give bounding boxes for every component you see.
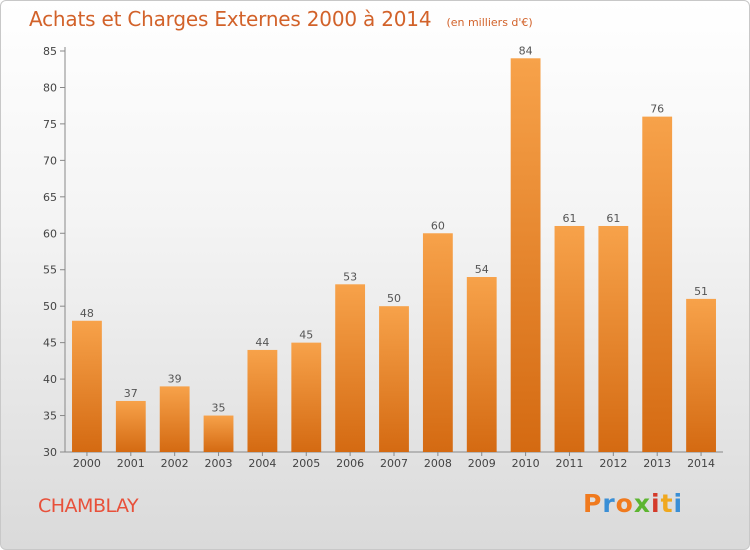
- y-tick-label: 75: [43, 118, 57, 131]
- chart-title: Achats et Charges Externes 2000 à 2014: [29, 7, 432, 31]
- bar-2007: [379, 306, 409, 452]
- data-label: 50: [387, 292, 401, 305]
- x-tick-label: 2005: [292, 457, 320, 470]
- x-tick-label: 2008: [424, 457, 452, 470]
- y-tick-label: 35: [43, 410, 57, 423]
- data-label: 48: [80, 307, 94, 320]
- data-label: 60: [431, 219, 445, 232]
- y-tick-label: 50: [43, 300, 57, 313]
- logo-letter: i: [651, 489, 661, 518]
- x-tick-label: 2004: [248, 457, 276, 470]
- logo-letter: o: [615, 489, 634, 518]
- logo-letter: x: [633, 489, 651, 518]
- bar-2006: [335, 284, 366, 452]
- bar-2010: [510, 58, 541, 453]
- y-tick-label: 45: [43, 337, 57, 350]
- x-tick-label: 2011: [555, 457, 583, 470]
- bar-2009: [466, 277, 497, 452]
- bar-2012: [598, 225, 629, 452]
- logo-letter: P: [583, 489, 603, 518]
- bar-2002: [159, 386, 190, 452]
- bar-2013: [642, 116, 673, 453]
- bar-2014: [686, 298, 716, 452]
- logo-letter: r: [602, 489, 616, 518]
- data-label: 54: [475, 263, 489, 276]
- x-tick-label: 2002: [161, 457, 189, 470]
- data-label: 35: [212, 402, 226, 415]
- data-label: 44: [255, 336, 269, 349]
- y-tick-label: 55: [43, 264, 57, 277]
- data-label: 53: [343, 270, 357, 283]
- x-tick-label: 2007: [380, 457, 408, 470]
- x-tick-label: 2000: [73, 457, 101, 470]
- chart-subtitle: (en milliers d'€): [446, 16, 533, 29]
- logo-letter: i: [673, 489, 684, 518]
- logo-letter: t: [660, 489, 674, 518]
- x-tick-label: 2010: [512, 457, 540, 470]
- proxiti-logo: Proxiti: [583, 489, 683, 518]
- data-label: 39: [168, 372, 182, 385]
- x-tick-label: 2013: [643, 457, 671, 470]
- chart-title-block: Achats et Charges Externes 2000 à 2014 (…: [29, 7, 533, 31]
- y-tick-label: 65: [43, 191, 57, 204]
- data-label: 45: [299, 329, 313, 342]
- bar-2005: [291, 342, 322, 452]
- x-tick-label: 2009: [468, 457, 496, 470]
- y-tick-label: 80: [43, 81, 57, 94]
- bar-2008: [422, 233, 453, 452]
- bar-2011: [554, 225, 585, 452]
- y-tick-label: 85: [43, 45, 57, 58]
- data-label: 51: [694, 285, 708, 298]
- x-tick-label: 2014: [687, 457, 715, 470]
- data-label: 76: [650, 103, 664, 116]
- data-label: 37: [124, 387, 138, 400]
- y-tick-label: 40: [43, 373, 57, 386]
- y-tick-label: 60: [43, 227, 57, 240]
- bar-2003: [203, 415, 234, 452]
- x-tick-label: 2012: [599, 457, 627, 470]
- bar-2001: [115, 400, 146, 452]
- bar-2004: [247, 349, 278, 452]
- town-name: CHAMBLAY: [38, 495, 139, 517]
- data-label: 61: [606, 212, 620, 225]
- x-tick-label: 2001: [117, 457, 145, 470]
- data-label: 84: [519, 44, 533, 57]
- x-tick-label: 2003: [205, 457, 233, 470]
- data-label: 61: [562, 212, 576, 225]
- y-tick-label: 70: [43, 154, 57, 167]
- x-tick-label: 2006: [336, 457, 364, 470]
- y-tick-label: 30: [43, 446, 57, 459]
- bar-2000: [72, 320, 102, 452]
